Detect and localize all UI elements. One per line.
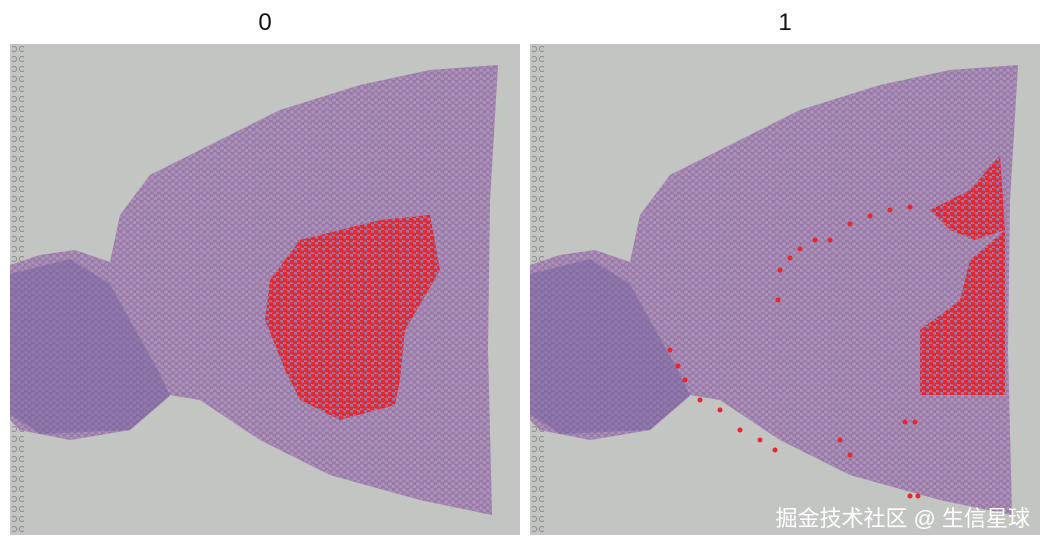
panel-title: 0 [258,9,271,36]
watermark: 掘金技术社区 @ 生信星球 [775,506,1030,531]
panel [10,44,520,535]
panel: 掘金技术社区 @ 生信星球 [530,44,1040,535]
panel-title: 1 [778,9,791,36]
